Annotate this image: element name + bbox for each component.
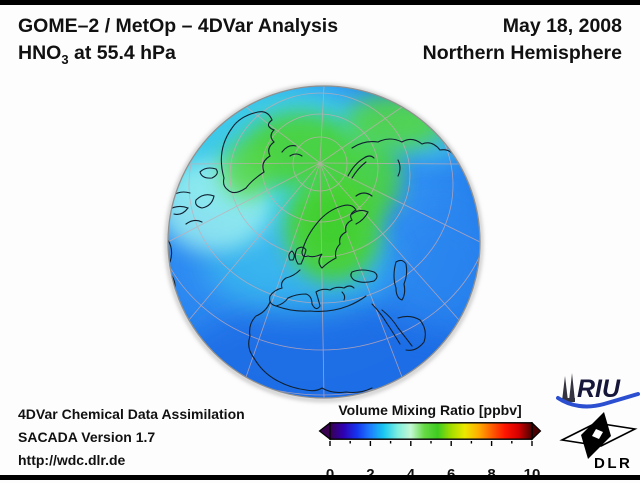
compound-level-label: HNO3 at 55.4 hPa — [18, 40, 338, 73]
tick-label-6: 6 — [436, 466, 466, 483]
globe-rim — [167, 85, 481, 399]
coastline-mediterranean-south — [275, 295, 367, 312]
colorbar-tickmarks — [329, 441, 533, 446]
coastline-svalbard — [281, 145, 303, 157]
coastline-red-sea-arabia — [371, 303, 426, 351]
tick-label-2: 2 — [355, 466, 385, 483]
footer-credits: 4DVar Chemical Data Assimilation SACADA … — [18, 403, 245, 472]
compound-subscript: 3 — [61, 51, 69, 67]
dlr-wordmark: DLR — [594, 455, 632, 471]
coastline-black-sea — [350, 269, 378, 283]
coastline-britain — [288, 246, 307, 265]
colorbar-svg — [318, 421, 542, 446]
coastline-iceland — [199, 167, 218, 179]
coastline-scandinavia — [301, 204, 357, 269]
coastline-caspian-sea — [393, 259, 408, 301]
colorbar-left-arrow — [318, 421, 331, 441]
date-label: May 18, 2008 — [502, 15, 622, 37]
colorbar-legend: Volume Mixing Ratio [ppbv] — [318, 402, 542, 483]
graticule — [168, 86, 480, 398]
credit-line-assimilation: 4DVar Chemical Data Assimilation — [18, 406, 245, 422]
dlr-star-icon — [559, 412, 638, 459]
credit-line-version: SACADA Version 1.7 — [18, 429, 156, 445]
tick-label-0: 0 — [315, 466, 345, 483]
riu-cathedral-icon — [562, 373, 575, 402]
coastline-africa-atlantic — [248, 301, 373, 394]
riu-wave-icon — [556, 392, 640, 409]
tick-label-8: 8 — [477, 466, 507, 483]
coastline-west-europe — [269, 269, 301, 307]
legend-title: Volume Mixing Ratio [ppbv] — [338, 402, 522, 418]
top-letterbox-bar — [0, 0, 640, 5]
riu-wordmark: RIU — [577, 375, 621, 403]
compound-name: HNO — [18, 42, 62, 64]
page-title: GOME–2 / MetOp – 4DVar Analysis — [18, 15, 339, 37]
region-label: Northern Hemisphere — [422, 42, 622, 64]
pressure-level: at 55.4 hPa — [68, 42, 176, 64]
coastline-mediterranean-north — [287, 285, 355, 310]
credit-line-url[interactable]: http://wdc.dlr.de — [18, 452, 126, 468]
header-right: May 18, 2008 Northern Hemisphere — [423, 13, 622, 67]
colorbar-right-arrow — [531, 421, 542, 441]
coastline-white-sea — [351, 192, 373, 225]
header-left: GOME–2 / MetOp – 4DVar Analysis HNO3 at … — [18, 13, 338, 73]
dlr-logo: DLR — [559, 412, 638, 471]
coastline-arctic-canada — [168, 191, 215, 225]
coastline-greenland — [220, 111, 275, 194]
tick-label-4: 4 — [396, 466, 426, 483]
coastline-novaya-zemlya — [347, 155, 375, 179]
colorbar-gradient-bar — [329, 422, 533, 440]
globe-field — [168, 86, 480, 398]
bottom-letterbox-bar — [0, 475, 640, 480]
riu-logo: RIU — [556, 373, 640, 409]
colorbar: 0 2 4 6 8 10 — [318, 421, 542, 483]
